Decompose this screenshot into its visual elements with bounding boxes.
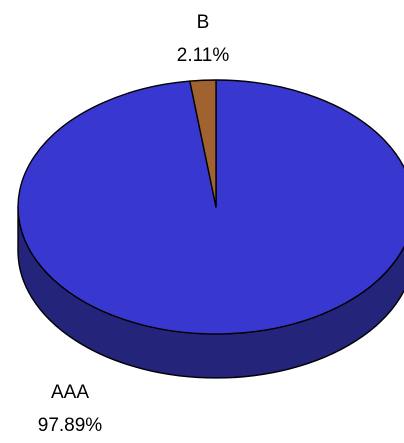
slice-percent-aaa: 97.89% (38, 415, 103, 436)
pie-slice-aaa (17, 79, 404, 335)
pie-slices (17, 79, 404, 335)
slice-label-b: B (197, 12, 210, 33)
slice-label-aaa: AAA (51, 382, 89, 403)
pie-slice-b (189, 79, 217, 208)
slice-percent-b: 2.11% (177, 45, 230, 66)
